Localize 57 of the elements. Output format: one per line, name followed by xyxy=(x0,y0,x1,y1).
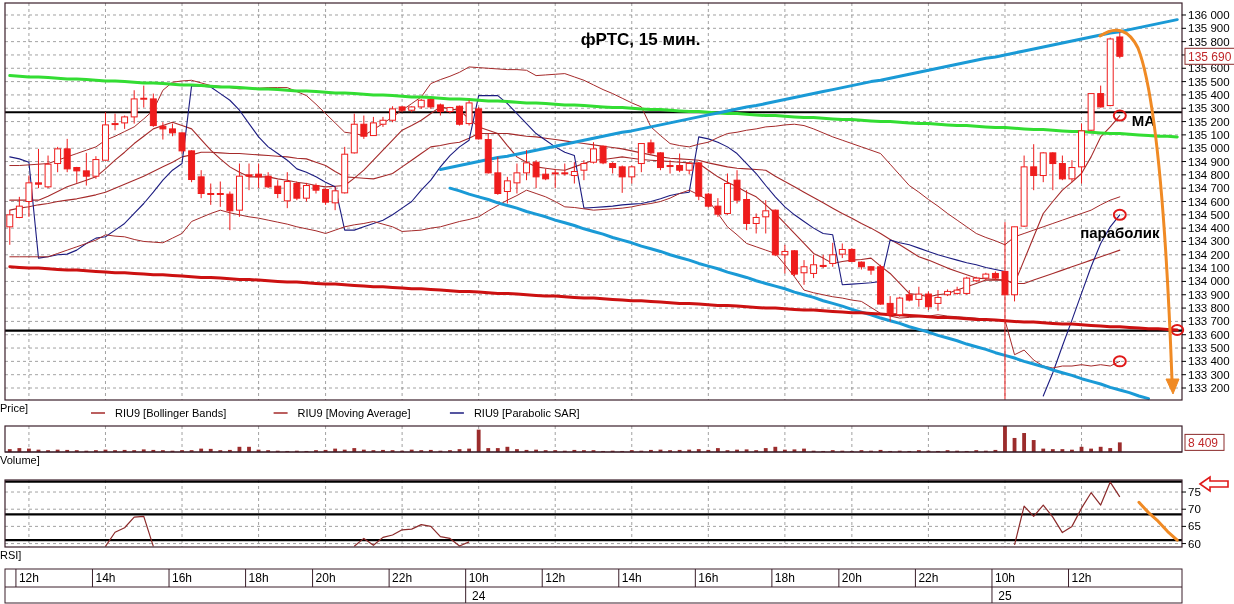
y-tick-label: 135 800 xyxy=(1188,35,1230,48)
text: 135 690 xyxy=(1188,49,1232,64)
y-tick-label: 134 800 xyxy=(1188,168,1230,181)
y-tick-label: 65 xyxy=(1188,520,1201,533)
x-tick-label: 14h xyxy=(95,571,116,585)
x-tick-label: 16h xyxy=(172,571,193,585)
y-tick-label: 133 300 xyxy=(1188,368,1230,381)
y-tick-label: 135 500 xyxy=(1188,75,1230,88)
y-tick-label: 133 500 xyxy=(1188,342,1230,355)
y-tick-label: 133 600 xyxy=(1188,328,1230,341)
x-tick-label: 20h xyxy=(315,571,336,585)
y-tick-label: 134 600 xyxy=(1188,195,1230,208)
legend-label: RIU9 [Parabolic SAR] xyxy=(473,407,580,419)
x-axis-title: Price] xyxy=(0,402,29,414)
x-tick-label: 22h xyxy=(392,571,413,585)
y-tick-label: 134 700 xyxy=(1188,182,1230,195)
y-tick-label: 135 400 xyxy=(1188,88,1230,101)
y-tick-label: 135 900 xyxy=(1188,22,1230,35)
x-tick-label: 10h 24 xyxy=(468,571,489,603)
y-tick-label: 134 100 xyxy=(1188,262,1230,275)
y-tick-label: 134 900 xyxy=(1188,155,1230,168)
y-tick-label: 133 800 xyxy=(1188,302,1230,315)
y-tick-label: 75 xyxy=(1188,486,1201,499)
x-axis-title: Volume] xyxy=(0,454,40,466)
x-tick-label: 18h xyxy=(774,571,795,585)
y-tick-label: 133 900 xyxy=(1188,288,1230,301)
y-tick-label: 135 300 xyxy=(1188,102,1230,115)
y-tick-label: 135 100 xyxy=(1188,128,1230,141)
x-tick-label: 12h xyxy=(18,571,39,585)
x-tick-label: 20h xyxy=(841,571,862,585)
y-tick-label: 134 200 xyxy=(1188,248,1230,261)
y-tick-label: 134 500 xyxy=(1188,208,1230,221)
y-tick-label: 134 000 xyxy=(1188,275,1230,288)
y-tick-label: 134 300 xyxy=(1188,235,1230,248)
y-tick-label: 60 xyxy=(1188,537,1201,550)
x-tick-label: 12h xyxy=(1071,571,1092,585)
text: 8 409 xyxy=(1188,435,1219,450)
y-tick-label: 133 700 xyxy=(1188,315,1230,328)
y-tick-label: 135 200 xyxy=(1188,115,1230,128)
x-axis-title: RSI] xyxy=(0,549,22,561)
y-tick-label: 136 000 xyxy=(1188,8,1230,21)
x-tick-label: 16h xyxy=(698,571,719,585)
x-tick-label: 22h xyxy=(918,571,939,585)
annotation: MA xyxy=(1131,111,1156,129)
y-tick-label: 135 600 xyxy=(1188,62,1230,75)
text: фРТС, 15 мин. xyxy=(580,30,701,49)
y-tick-label: 134 400 xyxy=(1188,222,1230,235)
x-tick-label: 14h xyxy=(621,571,642,585)
x-tick-label: 10h 25 xyxy=(994,571,1015,603)
legend-label: RIU9 [Moving Average] xyxy=(297,407,411,419)
y-tick-label: 70 xyxy=(1188,503,1201,516)
legend-label: RIU9 [Bollinger Bands] xyxy=(115,407,227,419)
y-tick-label: 133 200 xyxy=(1188,382,1230,395)
x-tick-label: 18h xyxy=(248,571,269,585)
x-tick-label: 12h xyxy=(545,571,566,585)
y-tick-label: 133 400 xyxy=(1188,355,1230,368)
y-tick-label: 135 000 xyxy=(1188,142,1230,155)
